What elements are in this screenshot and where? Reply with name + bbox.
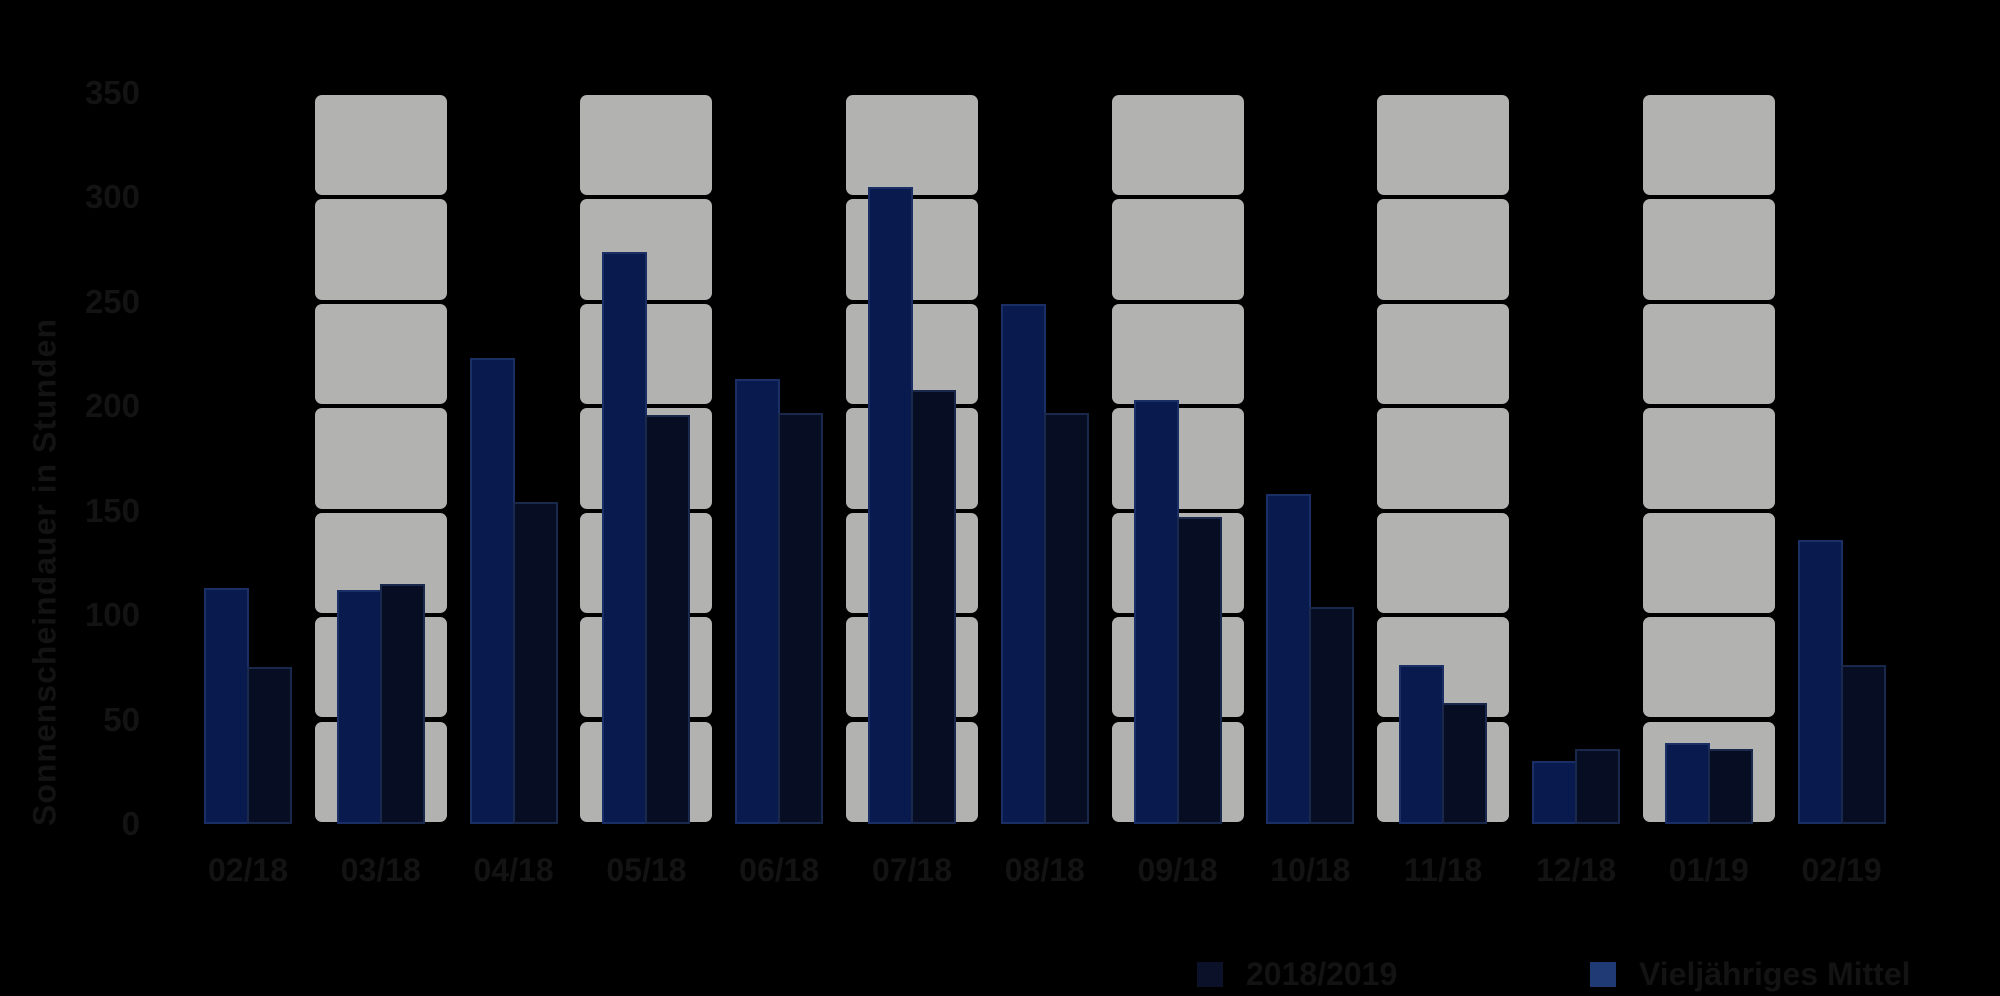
background-column-segment — [1642, 95, 1775, 196]
y-tick-label: 200 — [84, 387, 140, 425]
bar-2018-2019 — [1840, 665, 1886, 824]
x-tick-label: 08/18 — [1004, 852, 1085, 888]
y-tick-label: 250 — [84, 282, 140, 320]
background-column-segment — [1642, 617, 1775, 718]
background-column-segment — [314, 303, 447, 405]
background-column-segment — [1377, 408, 1510, 509]
x-tick-label: 12/18 — [1535, 852, 1617, 888]
background-column-segment — [1642, 512, 1775, 614]
legend-label-vieljaehriges-mittel: Vieljähriges Mittel — [1639, 956, 1911, 992]
background-column-segment — [1642, 408, 1775, 509]
background-column-segment — [1377, 95, 1510, 196]
y-tick-label: 300 — [84, 178, 140, 216]
x-tick-label: 01/19 — [1668, 852, 1749, 888]
background-column-segment — [1642, 303, 1775, 405]
bar-2018-2019 — [379, 583, 425, 824]
bar-vieljaehriges-mittel — [735, 379, 781, 824]
bar-2018-2019 — [1707, 748, 1753, 824]
x-tick-label: 03/18 — [340, 852, 421, 888]
background-column-segment — [1111, 303, 1244, 405]
bar-vieljaehriges-mittel — [1266, 494, 1312, 824]
bar-2018-2019 — [1442, 702, 1488, 824]
x-tick-label: 10/18 — [1270, 852, 1351, 888]
bar-vieljaehriges-mittel — [1000, 303, 1046, 824]
background-column-segment — [1111, 199, 1244, 300]
bar-2018-2019 — [247, 667, 292, 824]
legend-entry-2018-2019: 2018/2019 — [1197, 956, 1397, 993]
background-column-segment — [1377, 199, 1510, 300]
legend: 2018/2019 Vieljähriges Mittel — [0, 948, 2000, 994]
background-column-segment — [580, 95, 713, 196]
background-column-segment — [314, 95, 447, 196]
background-column-segment — [314, 199, 447, 300]
bar-vieljaehriges-mittel — [602, 251, 648, 824]
legend-swatch-vieljaehriges-mittel — [1590, 962, 1616, 987]
bar-vieljaehriges-mittel — [336, 590, 382, 824]
legend-label-2018-2019: 2018/2019 — [1246, 956, 1398, 992]
background-column-segment — [846, 95, 978, 196]
background-column-segment — [314, 408, 447, 509]
x-tick-label: 05/18 — [606, 852, 687, 888]
x-tick-label: 02/19 — [1801, 852, 1882, 888]
bar-2018-2019 — [1043, 412, 1089, 824]
bar-vieljaehriges-mittel — [1797, 540, 1843, 824]
bar-vieljaehriges-mittel — [1399, 665, 1445, 824]
bar-2018-2019 — [1309, 606, 1355, 824]
x-tick-label: 09/18 — [1137, 852, 1218, 888]
x-tick-label: 02/18 — [207, 852, 289, 888]
bar-vieljaehriges-mittel — [1133, 400, 1179, 824]
x-tick-label: 06/18 — [739, 852, 820, 888]
y-tick-label: 100 — [84, 596, 140, 634]
y-tick-label: 0 — [121, 805, 140, 842]
background-column-segment — [1111, 95, 1244, 196]
legend-entry-vieljaehriges-mittel: Vieljähriges Mittel — [1590, 956, 1911, 993]
bar-2018-2019 — [778, 412, 824, 824]
bar-vieljaehriges-mittel — [1532, 761, 1577, 824]
bar-2018-2019 — [1176, 517, 1222, 824]
bar-2018-2019 — [1575, 748, 1620, 824]
x-tick-label: 07/18 — [871, 852, 953, 888]
bar-2018-2019 — [645, 414, 691, 824]
y-tick-label: 350 — [84, 74, 140, 111]
bar-vieljaehriges-mittel — [469, 358, 515, 824]
y-tick-label: 50 — [103, 700, 140, 738]
bar-vieljaehriges-mittel — [1664, 742, 1710, 824]
legend-swatch-2018-2019 — [1197, 962, 1223, 987]
bar-vieljaehriges-mittel — [204, 588, 249, 824]
bar-2018-2019 — [512, 502, 558, 824]
background-column-segment — [1377, 512, 1510, 614]
x-tick-label: 04/18 — [473, 852, 554, 888]
background-column-segment — [1377, 303, 1510, 405]
bar-2018-2019 — [911, 389, 956, 824]
y-tick-label: 150 — [84, 491, 140, 529]
x-tick-label: 11/18 — [1404, 852, 1483, 888]
background-column-segment — [1642, 199, 1775, 300]
bar-vieljaehriges-mittel — [868, 187, 913, 824]
